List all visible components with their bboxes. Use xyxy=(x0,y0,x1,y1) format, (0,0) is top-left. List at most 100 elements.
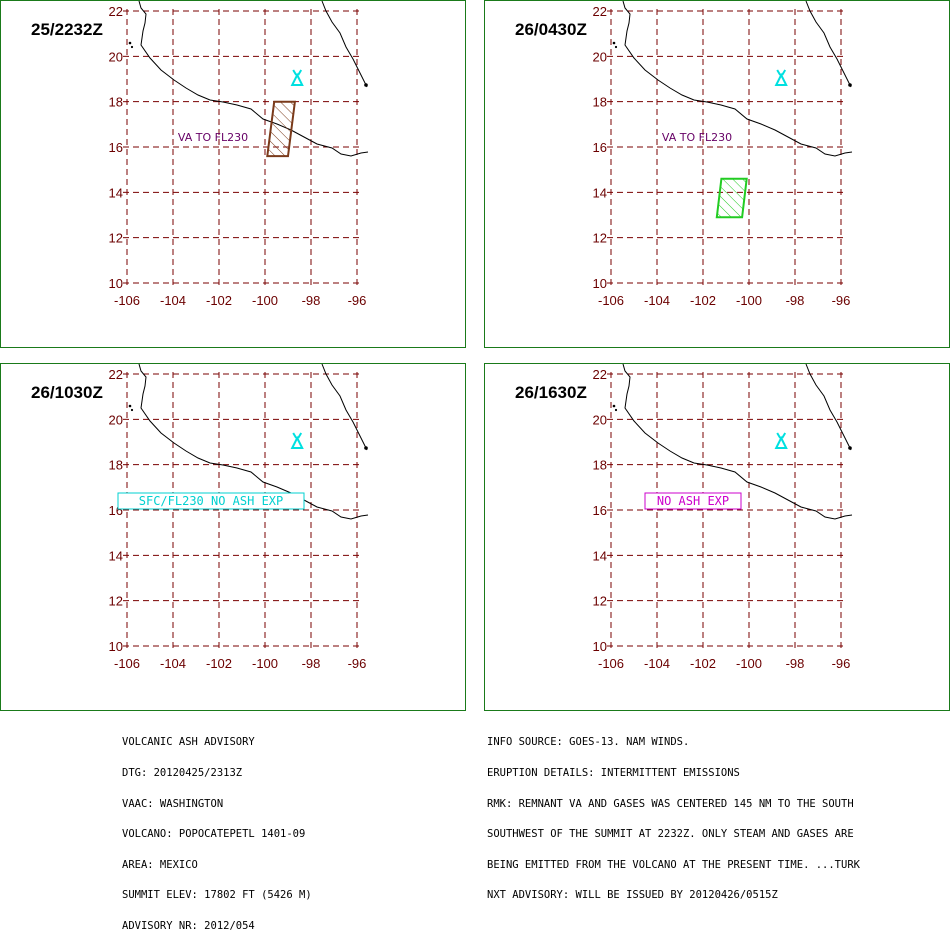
volcano-plume xyxy=(292,69,303,76)
panel-time-label: 26/0430Z xyxy=(515,20,587,39)
lat-tick-label: 20 xyxy=(593,412,607,427)
lon-tick-label: -104 xyxy=(160,293,186,308)
island-point xyxy=(612,41,616,45)
ash-annotation: VA TO FL230 xyxy=(662,131,732,144)
advisory-line: RMK: REMNANT VA AND GASES WAS CENTERED 1… xyxy=(487,797,854,810)
map-canvas: -106 -104 -102 -100 -98 -96 22 20 18 16 14 12 10 VA T… xyxy=(593,0,853,308)
island-point xyxy=(130,408,134,412)
lat-tick-label: 12 xyxy=(109,231,123,246)
lat-tick-label: 12 xyxy=(593,594,607,609)
panel-time-label: 26/1030Z xyxy=(31,383,103,402)
lon-tick-label: -102 xyxy=(206,293,232,308)
lon-tick-label: -106 xyxy=(598,656,624,671)
lon-tick-label: -96 xyxy=(348,656,367,671)
island-point xyxy=(614,45,618,49)
lat-tick-label: 22 xyxy=(109,4,123,19)
advisory-line: SUMMIT ELEV: 17802 FT (5426 M) xyxy=(122,889,312,902)
forecast-panel-3: -106 -104 -102 -100 -98 -96 22 20 18 16 14 12 10 SFC/… xyxy=(0,363,466,711)
ash-cloud-polygon xyxy=(266,100,297,158)
lat-tick-label: 18 xyxy=(109,95,123,110)
lon-tick-label: -106 xyxy=(598,293,624,308)
lon-tick-label: -106 xyxy=(114,293,140,308)
forecast-panel-4: -106 -104 -102 -100 -98 -96 22 20 18 16 14 12 10 NO A… xyxy=(484,363,950,711)
map-canvas: -106 -104 -102 -100 -98 -96 22 20 18 16 14 12 10 NO A… xyxy=(593,363,853,671)
lon-tick-label: -106 xyxy=(114,656,140,671)
volcano-plume xyxy=(776,69,787,76)
advisory-line: VAAC: WASHINGTON xyxy=(122,797,224,810)
island-point xyxy=(614,408,618,412)
lon-tick-label: -100 xyxy=(736,656,762,671)
lon-tick-label: -102 xyxy=(206,656,232,671)
lat-tick-label: 18 xyxy=(593,458,607,473)
annotation-box xyxy=(644,492,742,510)
coast-point xyxy=(848,83,852,87)
lat-tick-label: 10 xyxy=(593,276,607,291)
advisory-remarks-text: INFO SOURCE: GOES-13. NAM WINDS. ERUPTIO… xyxy=(487,717,860,911)
volcano-triangle-icon xyxy=(774,432,788,449)
volcano-triangle-icon xyxy=(290,69,304,86)
advisory-line: VOLCANO: POPOCATEPETL 1401-09 xyxy=(122,828,306,841)
coastline-north xyxy=(321,0,368,88)
lat-tick-label: 22 xyxy=(593,4,607,19)
island-point xyxy=(128,41,132,45)
lon-tick-label: -96 xyxy=(832,293,851,308)
lat-tick-label: 10 xyxy=(593,639,607,654)
lat-tick-label: 14 xyxy=(593,548,607,563)
lon-tick-label: -104 xyxy=(644,656,670,671)
forecast-panel-2: -106 -104 -102 -100 -98 -96 22 20 18 16 14 12 10 VA T… xyxy=(484,0,950,348)
volcano-triangle-icon xyxy=(774,69,788,86)
lat-tick-label: 16 xyxy=(109,140,123,155)
advisory-line: NXT ADVISORY: WILL BE ISSUED BY 20120426… xyxy=(487,889,778,902)
volcano-triangle xyxy=(774,435,788,449)
lon-tick-label: -98 xyxy=(302,656,321,671)
lat-tick-label: 10 xyxy=(109,639,123,654)
advisory-line: VOLCANIC ASH ADVISORY xyxy=(122,736,255,749)
ash-annotation: VA TO FL230 xyxy=(178,131,248,144)
coastline-north xyxy=(805,0,852,88)
map-canvas: -106 -104 -102 -100 -98 -96 22 20 18 16 14 12 10 VA T… xyxy=(109,0,369,308)
advisory-line: AREA: MEXICO xyxy=(122,858,198,871)
lat-tick-label: 20 xyxy=(109,49,123,64)
advisory-line: BEING EMITTED FROM THE VOLCANO AT THE PR… xyxy=(487,858,860,871)
advisory-line: DTG: 20120425/2313Z xyxy=(122,767,243,779)
lat-lon-grid xyxy=(123,9,361,287)
advisory-line: ADVISORY NR: 2012/054 xyxy=(122,919,255,932)
volcano-triangle xyxy=(774,72,788,86)
lat-tick-label: 14 xyxy=(593,185,607,200)
lat-lon-grid xyxy=(607,372,845,650)
lon-tick-label: -102 xyxy=(690,293,716,308)
ash-cloud-polygon xyxy=(715,177,748,219)
lon-tick-label: -100 xyxy=(252,293,278,308)
lat-tick-label: 22 xyxy=(593,367,607,382)
lon-tick-label: -98 xyxy=(302,293,321,308)
volcano-plume xyxy=(776,432,787,439)
lat-lon-grid xyxy=(123,372,361,650)
advisory-line: SOUTHWEST OF THE SUMMIT AT 2232Z. ONLY S… xyxy=(487,828,854,841)
lat-tick-label: 18 xyxy=(593,95,607,110)
lon-tick-label: -104 xyxy=(160,656,186,671)
lat-lon-grid xyxy=(607,9,845,287)
ash-annotation: NO ASH EXP xyxy=(657,494,729,508)
panel-time-label: 25/2232Z xyxy=(31,20,103,39)
annotation-box xyxy=(117,492,305,510)
volcano-triangle xyxy=(290,435,304,449)
lat-tick-label: 22 xyxy=(109,367,123,382)
coastline xyxy=(138,0,369,157)
coast-point xyxy=(364,446,368,450)
lat-tick-label: 20 xyxy=(593,49,607,64)
lon-tick-label: -98 xyxy=(786,656,805,671)
advisory-line: INFO SOURCE: GOES-13. NAM WINDS. xyxy=(487,736,690,749)
advisory-header-text: VOLCANIC ASH ADVISORY DTG: 20120425/2313… xyxy=(122,717,312,941)
lat-tick-label: 12 xyxy=(593,231,607,246)
coastline-north xyxy=(321,363,368,451)
lat-tick-label: 14 xyxy=(109,185,123,200)
panel-time-label: 26/1630Z xyxy=(515,383,587,402)
ash-annotation: SFC/FL230 NO ASH EXP xyxy=(139,494,284,508)
coastline xyxy=(622,0,853,157)
lat-tick-label: 16 xyxy=(593,140,607,155)
lon-tick-label: -100 xyxy=(736,293,762,308)
volcano-triangle xyxy=(290,72,304,86)
volcano-triangle-icon xyxy=(290,432,304,449)
map-canvas: -106 -104 -102 -100 -98 -9622201816141210SFC/… xyxy=(109,363,369,671)
coastline xyxy=(138,363,369,520)
